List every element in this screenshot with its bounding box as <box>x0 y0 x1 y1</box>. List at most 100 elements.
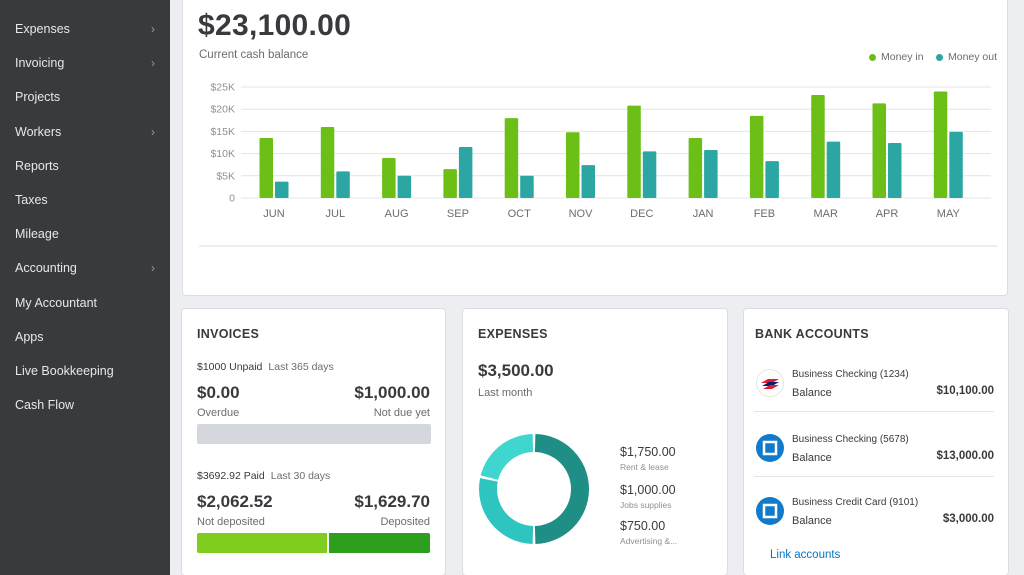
not-deposited-amount[interactable]: $2,062.52 <box>197 492 273 511</box>
bank-account-name: Business Checking (5678) <box>792 434 909 445</box>
y-tick-label: 0 <box>229 193 235 205</box>
sidebar-item-reports[interactable]: Reports <box>0 149 170 183</box>
chevron-right-icon: › <box>151 56 155 71</box>
money-in-bar[interactable] <box>504 118 519 198</box>
money-in-bar[interactable] <box>688 138 703 198</box>
cash-balance-label: Current cash balance <box>199 49 309 61</box>
sidebar-item-apps[interactable]: Apps <box>0 320 170 354</box>
donut-slice[interactable] <box>534 434 589 544</box>
sidebar-item-cash-flow[interactable]: Cash Flow <box>0 388 170 422</box>
money-in-bar[interactable] <box>443 169 457 198</box>
money-in-bar[interactable] <box>627 105 641 198</box>
legend-money-in-label: Money in <box>881 51 924 63</box>
deposited-amount[interactable]: $1,629.70 <box>354 492 430 511</box>
money-in-bar[interactable] <box>749 115 764 198</box>
sidebar-item-label: Workers <box>15 124 62 139</box>
sidebar-item-label: Accounting <box>15 261 77 276</box>
expenses-donut-chart[interactable] <box>478 433 590 545</box>
sidebar-item-invoicing[interactable]: Invoicing › <box>0 46 170 80</box>
money-out-bar[interactable] <box>581 165 596 198</box>
sidebar-item-expenses[interactable]: Expenses › <box>0 12 170 46</box>
bank-account-row[interactable]: Business Credit Card (9101) Balance $3,0… <box>754 491 994 543</box>
money-out-bar[interactable] <box>949 131 963 198</box>
money-out-bar[interactable] <box>275 181 289 198</box>
chevron-right-icon: › <box>151 124 155 139</box>
money-in-bar[interactable] <box>872 103 887 198</box>
y-tick-label: $15K <box>210 126 235 138</box>
link-accounts-link[interactable]: Link accounts <box>770 549 841 561</box>
sidebar-item-label: Reports <box>15 158 59 173</box>
bank-balance-label: Balance <box>792 387 832 399</box>
sidebar-item-label: Live Bookkeeping <box>15 364 114 378</box>
money-in-bar[interactable] <box>933 91 948 198</box>
paid-summary: $3692.92 Paid Last 30 days <box>197 470 330 482</box>
money-out-bar[interactable] <box>397 175 412 198</box>
sidebar-item-taxes[interactable]: Taxes <box>0 183 170 217</box>
bank-of-america-icon <box>756 369 784 397</box>
money-out-bar[interactable] <box>458 146 473 198</box>
x-tick-label: SEP <box>447 208 469 220</box>
x-tick-label: JAN <box>693 208 714 220</box>
expense-amount-rent: $1,750.00 <box>620 445 676 459</box>
money-in-bar[interactable] <box>811 94 825 198</box>
sidebar-item-projects[interactable]: Projects <box>0 80 170 114</box>
invoices-card: INVOICES $1000 Unpaid Last 365 days $0.00… <box>181 308 446 575</box>
bank-balance-amount: $3,000.00 <box>942 513 994 525</box>
money-in-bar[interactable] <box>382 158 396 198</box>
x-tick-label: MAY <box>937 208 961 220</box>
money-out-bar[interactable] <box>704 150 718 198</box>
sidebar-item-my-accountant[interactable]: My Accountant <box>0 286 170 320</box>
paid-amount: $3692.92 Paid <box>197 470 265 482</box>
bank-account-row[interactable]: Business Checking (5678) Balance $13,000… <box>754 428 994 480</box>
expense-amount-advertising: $750.00 <box>620 519 666 533</box>
bank-accounts-title: BANK ACCOUNTS <box>755 327 869 341</box>
bank-accounts-card: BANK ACCOUNTS Business Checking (1234) B… <box>743 308 1009 575</box>
not-due-amount[interactable]: $1,000.00 <box>354 383 430 402</box>
x-tick-label: AUG <box>385 208 409 220</box>
x-tick-label: FEB <box>754 208 775 220</box>
money-out-bar[interactable] <box>826 141 841 198</box>
chase-icon <box>756 434 784 462</box>
money-in-bar[interactable] <box>566 132 580 198</box>
sidebar-item-mileage[interactable]: Mileage <box>0 217 170 251</box>
x-tick-label: JUL <box>326 208 346 220</box>
x-tick-label: JUN <box>263 208 284 220</box>
overdue-amount[interactable]: $0.00 <box>197 383 240 402</box>
sidebar-item-live-bookkeeping[interactable]: Live Bookkeeping <box>0 354 170 388</box>
sidebar-item-workers[interactable]: Workers › <box>0 115 170 149</box>
donut-slice[interactable] <box>479 478 534 544</box>
sidebar-item-label: Invoicing <box>15 56 65 71</box>
y-tick-label: $20K <box>210 104 235 116</box>
money-out-bar[interactable] <box>765 161 779 198</box>
y-tick-label: $25K <box>210 82 235 94</box>
bank-account-name: Business Credit Card (9101) <box>792 497 919 508</box>
money-out-bar[interactable] <box>642 151 657 198</box>
money-in-dot-icon <box>869 53 876 61</box>
expenses-period: Last month <box>478 387 533 399</box>
not-deposited-bar[interactable] <box>197 533 327 553</box>
money-in-bar[interactable] <box>320 126 335 198</box>
cash-flow-chart: 0 $5K $10K $15K $20K $25K JUN JUL AUG SEP OCT NOV DE… <box>199 82 997 247</box>
sidebar-item-label: Taxes <box>15 193 48 207</box>
money-in-bar[interactable] <box>259 138 274 198</box>
chevron-right-icon: › <box>151 261 155 276</box>
sidebar-item-label: Expenses <box>15 22 70 36</box>
y-tick-label: $10K <box>210 148 235 160</box>
not-due-label: Not due yet <box>373 407 430 419</box>
not-deposited-label: Not deposited <box>197 516 265 528</box>
x-tick-label: MAR <box>813 208 838 220</box>
x-tick-label: NOV <box>569 208 594 220</box>
bank-balance-amount: $13,000.00 <box>936 450 994 462</box>
money-out-bar[interactable] <box>520 175 534 198</box>
sidebar-item-accounting[interactable]: Accounting › <box>0 251 170 285</box>
legend-money-out: Money out <box>936 51 997 63</box>
bank-account-row[interactable]: Business Checking (1234) Balance $10,100… <box>754 363 994 415</box>
cash-flow-card: $23,100.00 Current cash balance Money in… <box>182 0 1008 296</box>
donut-slice[interactable] <box>480 434 534 480</box>
x-tick-label: OCT <box>508 208 532 220</box>
unpaid-progress-bar[interactable] <box>197 424 431 444</box>
deposited-bar[interactable] <box>329 533 430 553</box>
money-out-bar[interactable] <box>888 142 902 198</box>
money-out-bar[interactable] <box>336 171 350 198</box>
bank-balance-amount: $10,100.00 <box>936 385 994 397</box>
